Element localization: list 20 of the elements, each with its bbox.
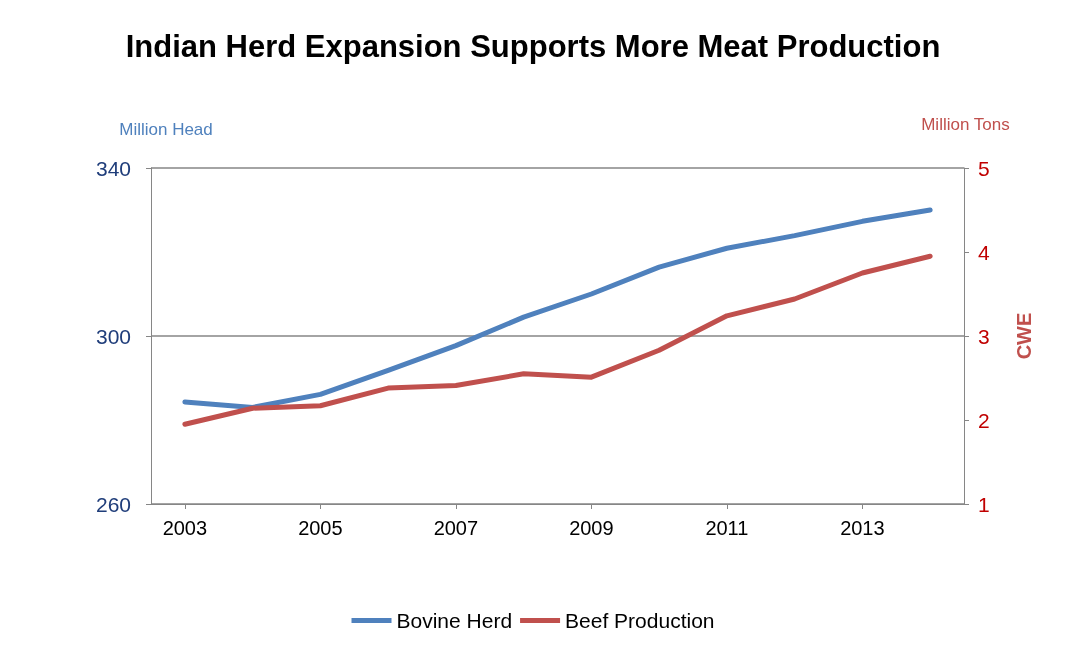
y-tick-label: 300 xyxy=(95,324,131,348)
text: Million Tons xyxy=(921,115,1010,134)
legend-label: Bovine Herd xyxy=(396,609,513,632)
y2-tick-label: 4 xyxy=(978,240,990,264)
y2-tick-label: 3 xyxy=(978,324,990,348)
chart-title: Indian Herd Expansion Supports More Meat Production xyxy=(125,29,941,64)
y2-tick-label: 2 xyxy=(978,408,990,432)
x-tick-label: 2007 xyxy=(433,517,479,539)
y2-tick-label: 1 xyxy=(978,492,990,516)
y2-tick-label: 5 xyxy=(978,156,990,180)
x-tick-label: 2009 xyxy=(569,517,614,539)
x-tick-label: 2011 xyxy=(705,517,749,539)
legend-label: Beef Production xyxy=(565,609,715,632)
y-tick-label: 340 xyxy=(95,156,131,180)
y-tick-label: 260 xyxy=(95,492,131,516)
x-tick-label: 2013 xyxy=(840,517,885,539)
x-tick-label: 2003 xyxy=(162,517,208,539)
y2-axis-title: CWE xyxy=(1013,312,1035,360)
y-axis-title: Million Head xyxy=(119,120,213,139)
x-tick-label: 2005 xyxy=(298,517,343,539)
